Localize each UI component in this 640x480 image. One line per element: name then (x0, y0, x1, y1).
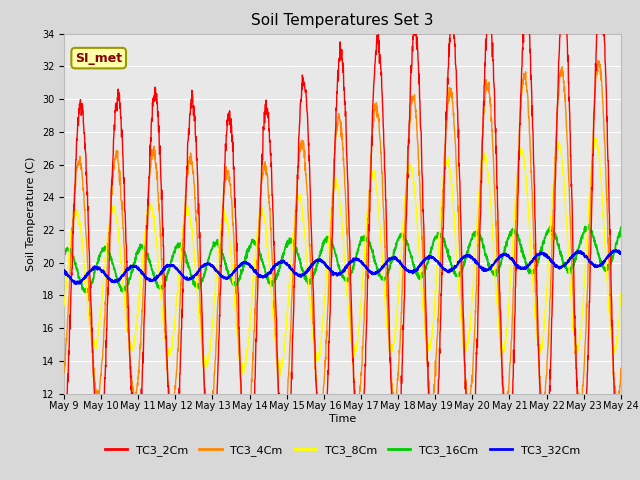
TC3_8Cm (276, 373, 284, 379)
TC3_4Cm (371, 105, 379, 111)
Line: TC3_32Cm: TC3_32Cm (64, 250, 621, 284)
TC3_16Cm (617, 225, 625, 230)
TC3_16Cm (584, 222, 592, 228)
TC3_32Cm (359, 261, 367, 267)
TC3_4Cm (60, 370, 68, 376)
TC3_2Cm (371, 64, 379, 70)
TC3_16Cm (504, 236, 512, 241)
TC3_4Cm (216, 273, 223, 278)
Line: TC3_4Cm: TC3_4Cm (64, 60, 621, 442)
Line: TC3_2Cm: TC3_2Cm (64, 0, 621, 480)
Line: TC3_8Cm: TC3_8Cm (64, 138, 621, 376)
TC3_16Cm (371, 257, 379, 263)
Legend: TC3_2Cm, TC3_4Cm, TC3_8Cm, TC3_16Cm, TC3_32Cm: TC3_2Cm, TC3_4Cm, TC3_8Cm, TC3_16Cm, TC3… (100, 440, 584, 460)
TC3_8Cm (568, 307, 575, 312)
TC3_8Cm (60, 303, 68, 309)
TC3_32Cm (617, 250, 625, 256)
Y-axis label: Soil Temperature (C): Soil Temperature (C) (26, 156, 36, 271)
TC3_8Cm (617, 290, 625, 296)
TC3_16Cm (568, 264, 575, 269)
TC3_4Cm (617, 365, 625, 371)
TC3_8Cm (504, 312, 512, 317)
TC3_16Cm (584, 226, 591, 231)
TC3_4Cm (242, 439, 250, 444)
Text: SI_met: SI_met (75, 51, 122, 65)
TC3_32Cm (216, 272, 223, 277)
TC3_8Cm (371, 171, 379, 177)
TC3_2Cm (504, 455, 512, 461)
TC3_2Cm (617, 457, 625, 463)
TC3_4Cm (504, 391, 512, 397)
TC3_4Cm (584, 290, 591, 296)
TC3_2Cm (359, 434, 367, 440)
Line: TC3_16Cm: TC3_16Cm (64, 225, 621, 292)
TC3_8Cm (593, 135, 600, 141)
Title: Soil Temperatures Set 3: Soil Temperatures Set 3 (251, 13, 434, 28)
TC3_2Cm (568, 195, 575, 201)
TC3_32Cm (568, 255, 575, 261)
TC3_16Cm (120, 289, 127, 295)
TC3_32Cm (371, 271, 379, 276)
TC3_32Cm (504, 253, 512, 259)
TC3_4Cm (359, 346, 367, 352)
TC3_32Cm (60, 268, 68, 274)
TC3_8Cm (216, 238, 223, 243)
TC3_4Cm (568, 259, 575, 265)
TC3_32Cm (72, 281, 80, 287)
TC3_32Cm (584, 255, 591, 261)
TC3_32Cm (612, 247, 620, 253)
TC3_2Cm (584, 371, 591, 376)
TC3_16Cm (216, 243, 223, 249)
TC3_8Cm (584, 231, 591, 237)
TC3_2Cm (60, 441, 68, 447)
X-axis label: Time: Time (329, 414, 356, 424)
TC3_4Cm (595, 58, 602, 63)
TC3_16Cm (60, 252, 68, 258)
TC3_8Cm (359, 277, 367, 283)
TC3_2Cm (216, 328, 223, 334)
TC3_16Cm (359, 238, 367, 243)
